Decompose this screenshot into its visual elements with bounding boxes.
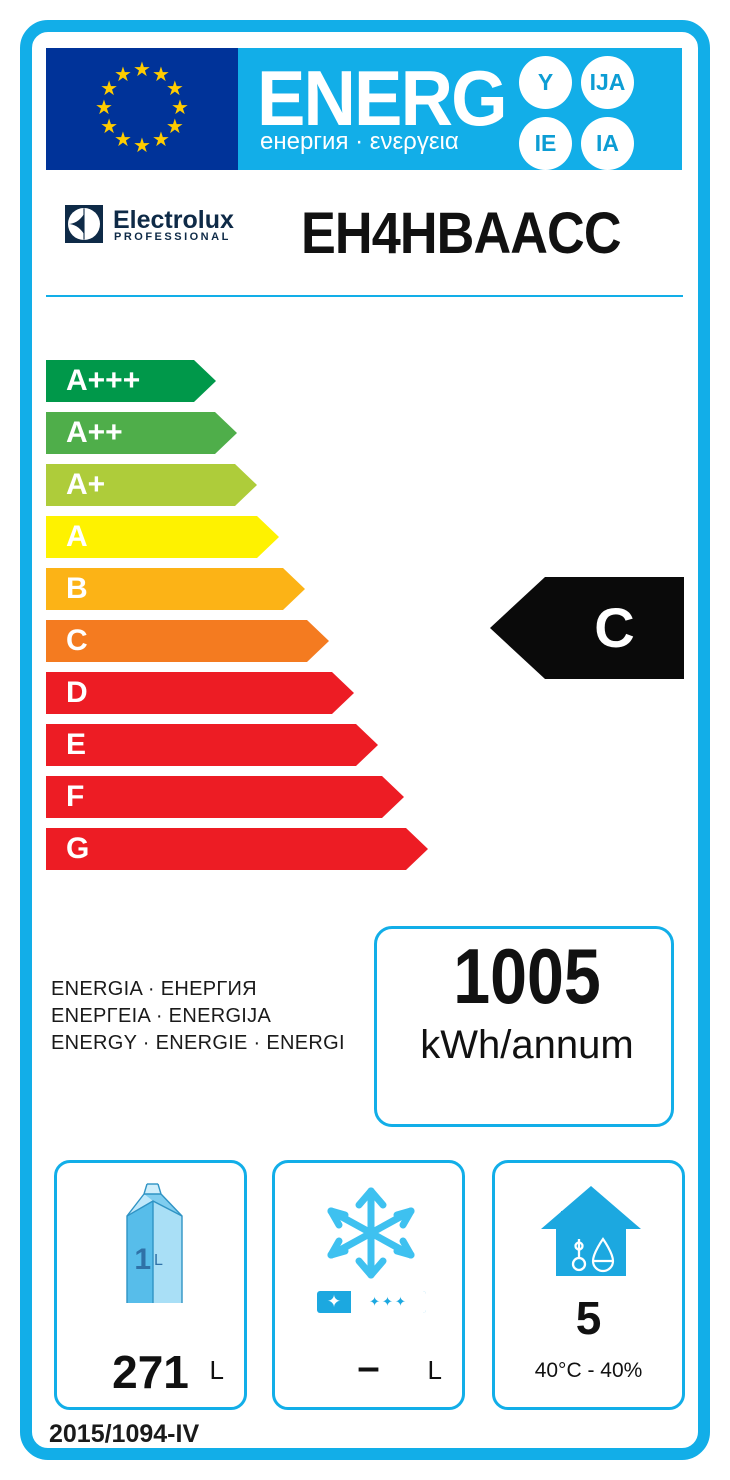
- svg-text:1: 1: [134, 1243, 151, 1276]
- svg-text:L: L: [154, 1252, 163, 1269]
